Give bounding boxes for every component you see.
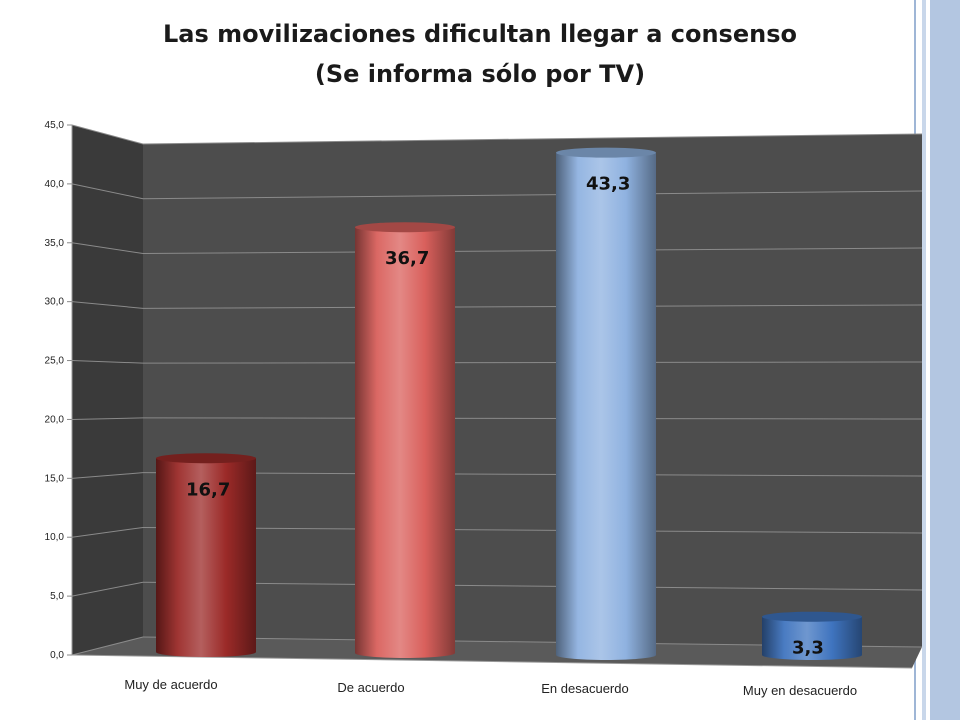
y-tick-label: 5,0 <box>50 591 64 602</box>
bar-body <box>156 458 256 657</box>
bar-top <box>556 147 656 158</box>
bar-top <box>156 453 256 464</box>
gridline <box>71 472 923 479</box>
gridline <box>71 183 923 200</box>
x-tick-label: Muy de acuerdo <box>124 677 217 692</box>
y-tick-label: 15,0 <box>45 473 65 484</box>
x-tick-label: Muy en desacuerdo <box>743 683 857 698</box>
y-tick-label: 0,0 <box>50 650 64 661</box>
bar <box>762 611 862 660</box>
y-tick-label: 20,0 <box>45 414 65 425</box>
gridline <box>71 526 923 538</box>
y-tick-label: 10,0 <box>45 532 65 543</box>
chart-title-line2: (Se informa sólo por TV) <box>314 60 646 88</box>
gridline <box>71 417 923 420</box>
bar-body <box>762 616 862 660</box>
gridline <box>71 242 923 255</box>
back-wall <box>143 134 922 647</box>
y-tick-label: 35,0 <box>45 238 65 249</box>
bar <box>156 453 256 657</box>
data-label: 36,7 <box>385 248 429 269</box>
gridline <box>71 581 923 597</box>
bar <box>556 147 656 661</box>
y-tick-label: 30,0 <box>45 297 65 308</box>
side-wall <box>72 125 143 655</box>
y-tick-label: 45,0 <box>45 120 65 131</box>
bar <box>355 222 455 658</box>
x-tick-label: De acuerdo <box>337 680 404 695</box>
y-tick-label: 40,0 <box>45 179 65 190</box>
x-axis-line <box>71 654 913 669</box>
chart-title: Las movilizaciones dificultan llegar a c… <box>0 14 960 94</box>
bar-body <box>355 227 455 658</box>
x-tick-label: En desacuerdo <box>541 681 628 696</box>
gridline <box>71 301 923 309</box>
chart-title-line1: Las movilizaciones dificultan llegar a c… <box>163 20 797 48</box>
bar-body <box>556 152 656 661</box>
gridline <box>71 124 923 145</box>
bar-top <box>355 222 455 233</box>
data-label: 16,7 <box>186 479 230 500</box>
data-label: 3,3 <box>792 638 824 659</box>
gridline <box>71 360 923 364</box>
bar-top <box>762 611 862 622</box>
data-label: 43,3 <box>586 174 630 195</box>
y-tick-label: 25,0 <box>45 356 65 367</box>
